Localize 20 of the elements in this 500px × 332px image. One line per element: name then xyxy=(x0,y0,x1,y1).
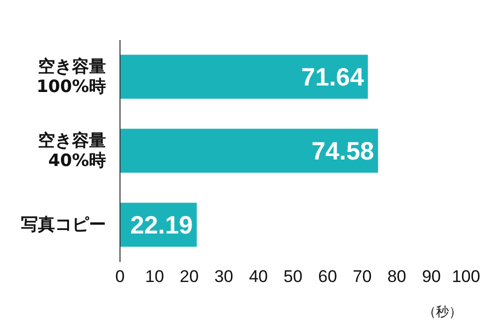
y-tick-label: 空き容量 40%時 xyxy=(38,131,106,171)
x-tick-label: 80 xyxy=(387,267,406,286)
y-tick-label: 写真コピー xyxy=(21,215,106,235)
data-label: 71.64 xyxy=(301,64,364,92)
x-tick-label: 40 xyxy=(248,267,268,286)
x-tick-label: 60 xyxy=(318,267,338,286)
data-label: 74.58 xyxy=(311,138,374,166)
x-tick-label: 100 xyxy=(452,267,480,286)
x-tick-label: 20 xyxy=(180,267,199,286)
x-tick-label: 90 xyxy=(422,267,441,286)
x-tick-label: 50 xyxy=(284,267,302,286)
y-tick-label: 空き容量 100%時 xyxy=(36,57,106,97)
bar xyxy=(120,128,378,173)
x-tick-label: 0 xyxy=(115,267,125,286)
x-tick-label: 70 xyxy=(352,267,372,286)
x-axis-title: （秒） xyxy=(423,305,462,320)
x-tick-label: 10 xyxy=(145,267,164,286)
x-tick-label: 30 xyxy=(214,267,234,286)
bar xyxy=(120,54,368,99)
data-label: 22.19 xyxy=(130,212,193,240)
